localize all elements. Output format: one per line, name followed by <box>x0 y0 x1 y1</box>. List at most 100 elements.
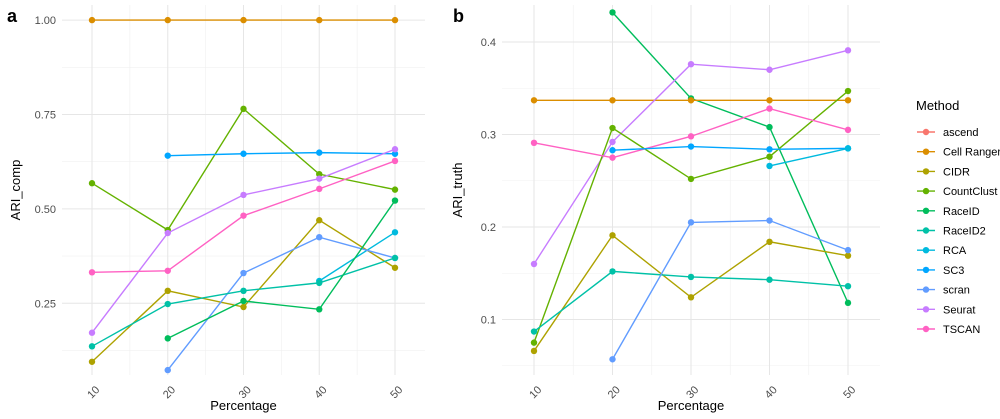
series-cidr <box>88 217 399 365</box>
data-point <box>766 123 773 131</box>
y-tick-label: 0.75 <box>35 109 56 121</box>
legend-key-point <box>922 306 930 313</box>
data-point <box>391 16 399 24</box>
series-line <box>612 145 849 151</box>
data-point <box>391 197 399 204</box>
series-cell-ranger <box>88 16 399 24</box>
x-tick-label: 50 <box>388 384 405 401</box>
data-point <box>391 254 399 262</box>
data-point <box>766 276 773 283</box>
gridlines <box>62 5 425 375</box>
legend-key-point <box>922 266 930 274</box>
legend-item-cidr: CIDR <box>917 166 970 178</box>
data-point <box>530 339 538 346</box>
legend-label: CountClust <box>943 186 997 198</box>
legend-label: CIDR <box>943 166 970 178</box>
series-line <box>167 200 396 340</box>
series-tscan <box>530 105 852 161</box>
data-point <box>164 335 171 342</box>
data-point <box>687 60 695 68</box>
series-scran <box>164 233 399 374</box>
data-point <box>391 229 399 236</box>
data-point <box>766 146 773 153</box>
data-point <box>88 343 96 350</box>
legend-item-sc3: SC3 <box>917 265 964 277</box>
panel-b: 0.10.20.30.410 20 30 40 50PercentageARI_trut… <box>450 5 880 413</box>
data-point <box>240 287 247 295</box>
data-point <box>391 150 399 157</box>
y-tick-label: 0.2 <box>481 222 496 234</box>
x-tick-label: 50 <box>841 384 858 401</box>
data-point <box>316 233 323 241</box>
data-point <box>530 260 538 268</box>
data-point <box>766 97 773 104</box>
series-seurat <box>530 47 852 268</box>
data-point <box>530 139 538 147</box>
legend-title: Method <box>916 98 959 113</box>
data-point <box>687 219 695 226</box>
legend-item-scran: scran <box>917 285 970 297</box>
data-point <box>240 150 247 157</box>
data-point <box>88 358 96 365</box>
data-point <box>240 16 247 24</box>
gridlines <box>502 5 880 375</box>
legend-item-ascend: ascend <box>917 127 978 139</box>
data-point <box>391 186 399 193</box>
series-scran <box>609 217 852 363</box>
series-countclust <box>530 87 852 346</box>
panel-letter: b <box>453 6 464 26</box>
y-tick-label: 1.00 <box>35 15 56 27</box>
data-point <box>766 105 773 112</box>
series-line <box>611 219 849 360</box>
data-point <box>766 162 773 170</box>
series-rca <box>766 145 852 170</box>
legend-label: Cell Ranger <box>943 147 1000 159</box>
data-point <box>164 152 171 159</box>
data-point <box>687 143 695 150</box>
data-point <box>609 124 616 132</box>
y-tick-label: 0.4 <box>481 37 496 49</box>
y-axis-title: ARI_truth <box>450 163 465 218</box>
data-point <box>687 97 695 104</box>
legend-key-point <box>922 148 930 155</box>
data-point <box>88 329 96 336</box>
data-point <box>530 347 538 355</box>
y-tick-label: 0.3 <box>481 130 496 142</box>
series-sc3 <box>164 149 399 159</box>
data-point <box>240 269 247 277</box>
legend-item-seurat: Seurat <box>917 304 975 316</box>
panel-letter: a <box>7 6 18 26</box>
x-tick-label: 20 <box>606 384 623 401</box>
legend-key-point <box>922 207 930 214</box>
data-point <box>844 246 852 254</box>
data-point <box>844 252 852 259</box>
data-point <box>687 273 695 281</box>
y-axis-title: ARI_comp <box>8 160 23 221</box>
legend-label: ascend <box>943 127 978 139</box>
legend-label: Seurat <box>943 304 975 316</box>
data-point <box>164 287 171 295</box>
data-point <box>609 97 616 104</box>
data-point <box>240 212 247 219</box>
data-point <box>391 264 399 271</box>
data-point <box>316 217 323 224</box>
y-tick-label: 0.1 <box>481 315 496 327</box>
data-point <box>609 268 616 275</box>
series-line <box>167 236 396 371</box>
series-line <box>318 231 396 282</box>
data-point <box>766 217 773 224</box>
x-tick-label: 10 <box>85 384 102 401</box>
data-point <box>687 294 695 301</box>
legend-label: RaceID <box>943 206 980 218</box>
x-tick-label: 10 <box>527 384 544 401</box>
data-point <box>316 279 323 287</box>
data-point <box>164 366 171 374</box>
series-seurat <box>88 146 399 336</box>
data-point <box>240 105 247 113</box>
data-point <box>88 269 96 276</box>
series-cell-ranger <box>530 97 852 104</box>
series-raceid <box>164 197 399 342</box>
data-point <box>530 328 538 335</box>
data-point <box>844 87 852 95</box>
